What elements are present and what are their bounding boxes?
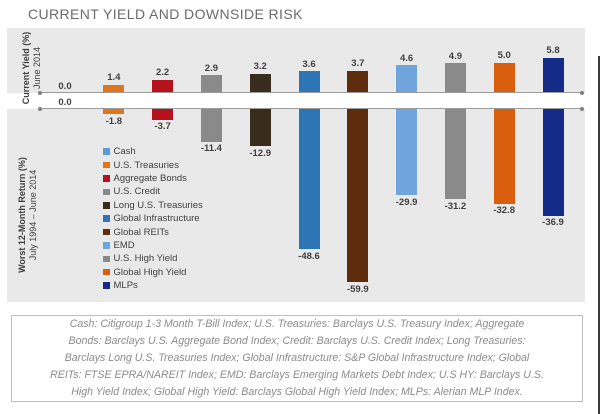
- bar-aggregate-bonds-worst: [152, 109, 174, 120]
- value-label-long-u-s-treasuries-worst: -12.9: [249, 147, 272, 159]
- bar-u-s-high-yield-yield: [444, 63, 466, 93]
- lower-axis-title: Worst 12-Month Return (%): [17, 157, 27, 273]
- value-label-global-high-yield-yield: 5.0: [497, 50, 511, 62]
- value-label-global-high-yield-worst: -32.8: [493, 205, 516, 217]
- bar-global-high-yield-worst: [493, 109, 515, 204]
- value-label-aggregate-bonds-yield: 2.2: [155, 67, 170, 79]
- bar-emd-yield: [396, 65, 418, 93]
- legend-item-global-infrastructure: Global Infrastructure: [103, 212, 203, 225]
- bar-long-u-s-treasuries-worst: [249, 109, 271, 147]
- legend-swatch-icon: [103, 268, 110, 276]
- value-label-u-s-treasuries-worst: -1.8: [105, 115, 122, 127]
- bar-aggregate-bonds-yield: [152, 79, 174, 93]
- legend-item-label: MLPs: [113, 280, 138, 292]
- legend-swatch-icon: [103, 161, 110, 169]
- legend-swatch-icon: [103, 255, 110, 263]
- bar-u-s-credit-worst: [200, 109, 222, 142]
- legend-swatch-icon: [103, 175, 110, 182]
- lower-baseline: [38, 106, 584, 111]
- right-edge-line: [598, 56, 600, 414]
- legend-item-cash: Cash: [103, 145, 203, 158]
- legend-item-label: Cash: [113, 146, 136, 158]
- legend-item-emd: EMD: [103, 239, 203, 252]
- bar-global-high-yield-yield: [493, 62, 515, 93]
- legend-item-label: Global High Yield: [113, 266, 187, 278]
- legend-item-u-s-treasuries: U.S. Treasuries: [103, 158, 203, 171]
- legend: Cash U.S. Treasuries Aggregate Bonds U.S. C…: [103, 145, 203, 292]
- footnote-text: Cash: Citigroup 1-3 Month T-Bill Index; …: [50, 317, 544, 399]
- legend-swatch-icon: [103, 202, 110, 209]
- bar-global-infrastructure-yield: [298, 71, 320, 93]
- lower-axis-subtitle: July 1994 – June 2014: [28, 169, 38, 261]
- value-label-emd-worst: -29.9: [395, 196, 418, 208]
- legend-item-u-s-credit: U.S. Credit: [103, 185, 203, 198]
- legend-item-label: U.S. Credit: [113, 186, 160, 198]
- legend-swatch-icon: [103, 148, 110, 155]
- legend-swatch-icon: [103, 188, 110, 196]
- value-label-global-reits-yield: 3.7: [351, 58, 365, 70]
- value-label-global-infrastructure-worst: -48.6: [298, 250, 320, 262]
- bar-u-s-high-yield-worst: [444, 109, 466, 200]
- upper-baseline: [38, 90, 584, 95]
- upper-plot-panel: [7, 28, 585, 93]
- bar-global-infrastructure-worst: [298, 109, 320, 250]
- legend-swatch-icon: [103, 242, 110, 249]
- legend-item-long-u-s-treasuries: Long U.S. Treasuries: [103, 199, 203, 212]
- value-label-aggregate-bonds-worst: -3.7: [154, 121, 171, 133]
- bar-global-reits-yield: [347, 70, 369, 93]
- upper-axis-title: Current Yield (%): [21, 31, 31, 105]
- legend-swatch-icon: [103, 228, 110, 236]
- value-label-mlps-yield: 5.8: [546, 45, 560, 57]
- bar-u-s-treasuries-yield: [103, 84, 125, 93]
- value-label-long-u-s-treasuries-yield: 3.2: [253, 61, 267, 73]
- bar-u-s-treasuries-worst: [103, 109, 125, 115]
- bar-emd-worst: [396, 109, 418, 196]
- legend-item-global-reits: Global REITs: [103, 225, 203, 238]
- upper-axis-label: Current Yield (%) June 2014: [21, 0, 45, 143]
- legend-swatch-icon: [103, 215, 110, 222]
- lower-axis-label: Worst 12-Month Return (%) July 1994 – Ju…: [17, 135, 41, 295]
- value-label-global-reits-worst: -59.9: [346, 283, 369, 295]
- legend-item-label: U.S. Treasuries: [113, 159, 179, 171]
- bar-mlps-yield: [542, 57, 564, 93]
- bar-u-s-credit-yield: [200, 75, 222, 93]
- footnote-box: Cash: Citigroup 1-3 Month T-Bill Index; …: [11, 315, 583, 402]
- legend-item-aggregate-bonds: Aggregate Bonds: [103, 172, 203, 185]
- value-label-cash-yield: 0.0: [58, 80, 72, 92]
- legend-item-label: Long U.S. Treasuries: [113, 199, 203, 211]
- legend-item-global-high-yield: Global High Yield: [103, 266, 203, 279]
- upper-axis-subtitle: June 2014: [32, 46, 42, 90]
- value-label-emd-yield: 4.6: [399, 52, 414, 64]
- bar-long-u-s-treasuries-yield: [249, 73, 271, 93]
- legend-item-u-s-high-yield: U.S. High Yield: [103, 252, 203, 265]
- bar-mlps-worst: [542, 109, 564, 216]
- value-label-u-s-high-yield-yield: 4.9: [448, 50, 462, 62]
- value-label-u-s-credit-yield: 2.9: [204, 62, 218, 74]
- value-label-cash-worst: 0.0: [58, 96, 72, 108]
- legend-item-label: EMD: [113, 239, 135, 251]
- chart-title: CURRENT YIELD AND DOWNSIDE RISK: [28, 6, 303, 22]
- legend-swatch-icon: [103, 282, 110, 289]
- legend-item-label: Global Infrastructure: [113, 213, 200, 225]
- legend-item-label: U.S. High Yield: [113, 253, 178, 265]
- value-label-global-infrastructure-yield: 3.6: [302, 58, 316, 70]
- value-label-u-s-treasuries-yield: 1.4: [107, 72, 121, 84]
- bar-global-reits-worst: [347, 109, 369, 283]
- value-label-mlps-worst: -36.9: [542, 217, 564, 229]
- value-label-u-s-credit-worst: -11.4: [200, 143, 222, 155]
- legend-item-label: Global REITs: [113, 226, 169, 238]
- value-label-u-s-high-yield-worst: -31.2: [444, 200, 467, 212]
- legend-item-label: Aggregate Bonds: [113, 172, 187, 184]
- legend-item-mlps: MLPs: [103, 279, 203, 292]
